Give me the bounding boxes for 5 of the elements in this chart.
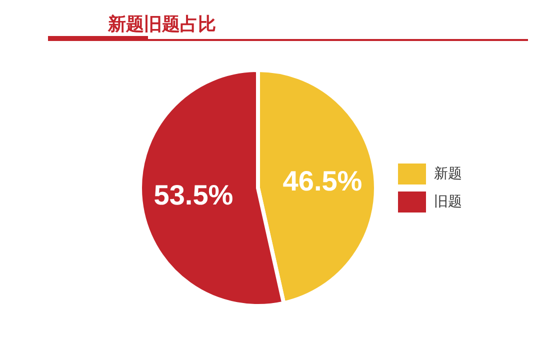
legend-label: 新题	[434, 166, 462, 182]
legend-label: 旧题	[434, 194, 462, 210]
data-label: 53.5%	[154, 180, 234, 211]
chart-title: 新题旧题占比	[108, 13, 216, 36]
data-label: 46.5%	[282, 165, 362, 196]
